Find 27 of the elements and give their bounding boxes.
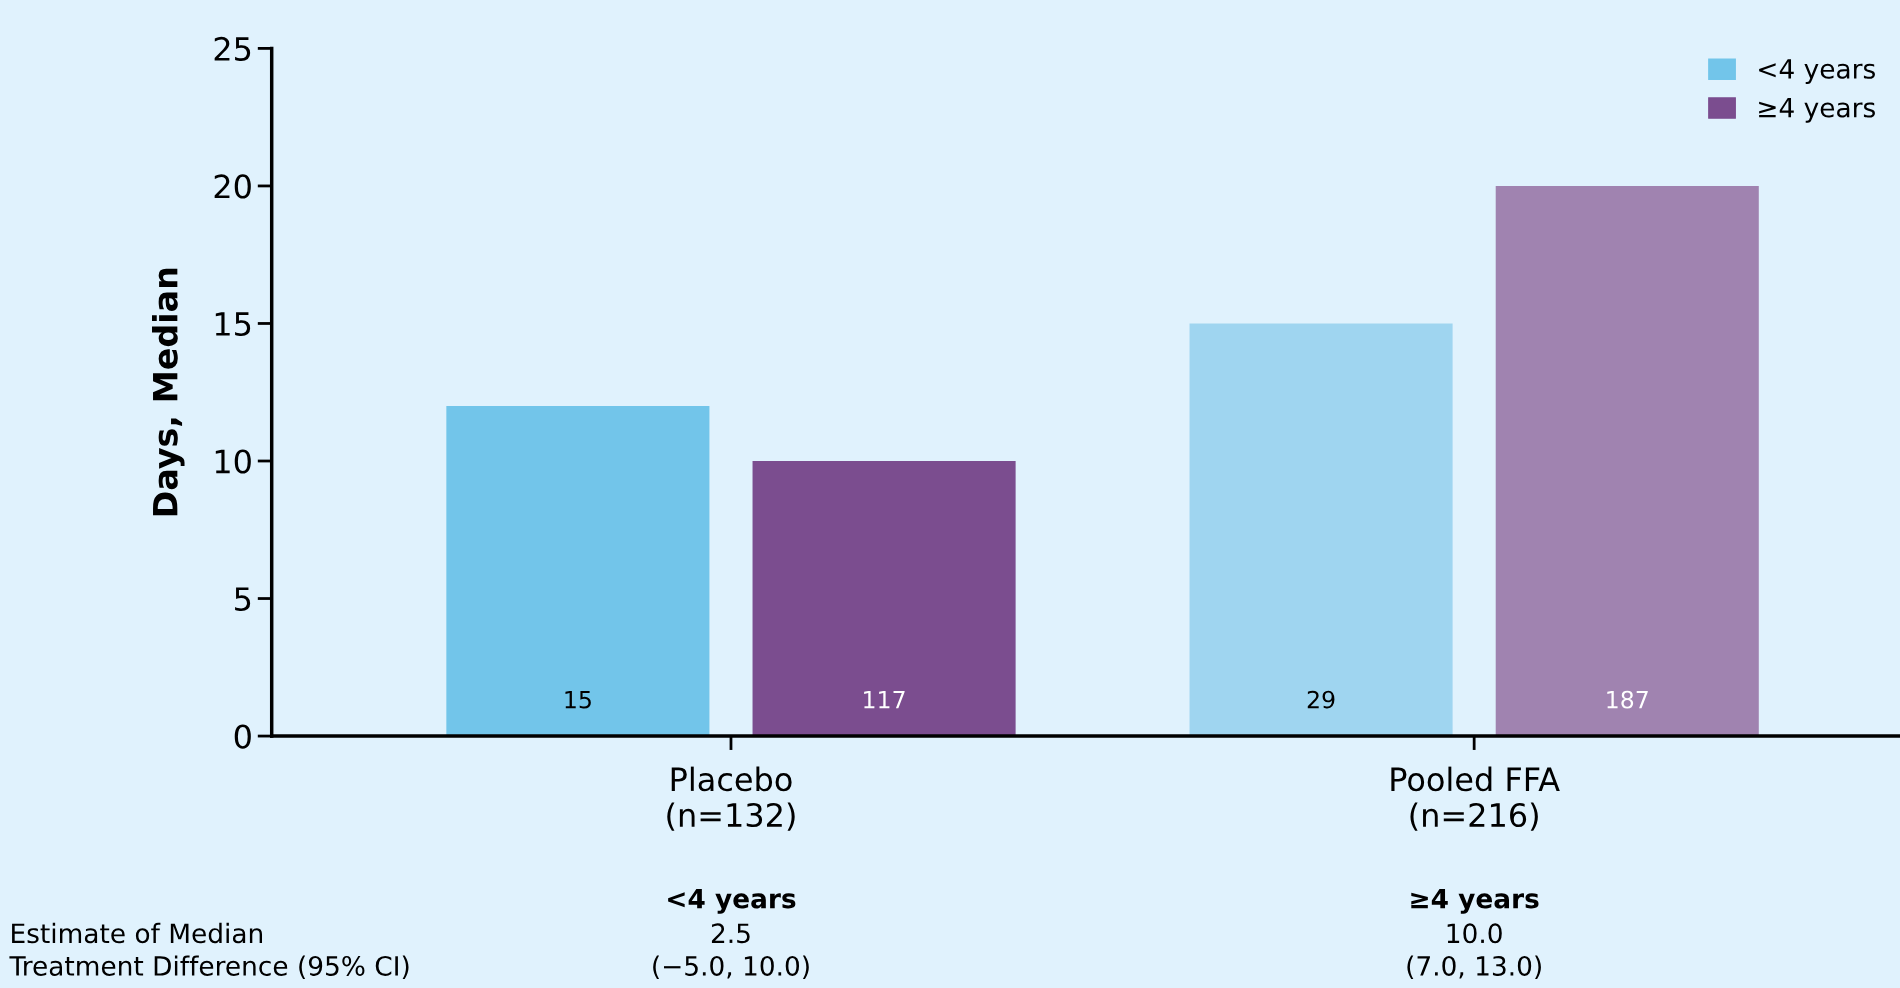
text: (7.0, 13.0): [1407, 955, 1541, 979]
annotation: 15: [565, 690, 591, 709]
legend-label: ≥4 years: [1759, 97, 1875, 123]
annotation: 187: [1607, 690, 1648, 709]
text: Treatment Difference (95% CI): [9, 955, 409, 979]
annotation: 117: [864, 690, 905, 709]
bar: [752, 461, 1016, 737]
text: <4 years: [668, 888, 796, 914]
bar: [1495, 185, 1759, 737]
text: Estimate of Median: [12, 922, 263, 944]
x-tick-label: Pooled FFA (n=216): [1391, 766, 1560, 831]
text: 10.0: [1447, 923, 1502, 944]
y-tick-label: 25: [214, 36, 251, 61]
y-tick-label: 10: [215, 449, 251, 474]
y-axis-title: Days, Median: [152, 268, 185, 516]
text: 2.5: [711, 923, 750, 944]
bar: [446, 405, 710, 737]
text: ≥4 years: [1411, 888, 1539, 914]
y-tick-label: 0: [234, 724, 251, 749]
text: (−5.0, 10.0): [653, 955, 809, 979]
y-tick-label: 15: [215, 312, 251, 337]
x-tick-label: Placebo (n=132): [667, 766, 795, 831]
y-tick-label: 20: [214, 174, 251, 199]
legend-label: <4 years: [1759, 59, 1875, 84]
annotation: 29: [1307, 690, 1335, 709]
bar: [1189, 323, 1453, 737]
y-tick-label: 5: [235, 587, 251, 612]
